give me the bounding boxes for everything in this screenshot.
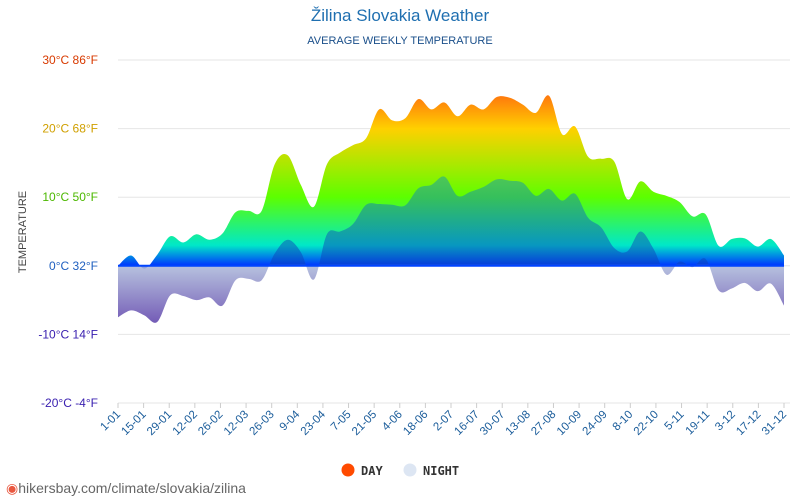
y-tick-label: 0°C 32°F <box>49 259 98 273</box>
x-tick-label: 29-01 <box>145 409 174 438</box>
x-tick-label: 16-07 <box>452 409 481 438</box>
y-axis-label: TEMPERATURE <box>17 191 29 273</box>
x-tick-label: 10-09 <box>555 409 584 438</box>
legend-item-day[interactable]: DAY <box>341 463 384 479</box>
legend-day-label: DAY <box>361 464 383 478</box>
y-tick-label: -20°C -4°F <box>41 396 98 410</box>
x-tick-label: 13-08 <box>504 409 533 438</box>
y-tick-label: 20°C 68°F <box>42 122 98 136</box>
chart-legend: DAY NIGHT <box>341 463 460 479</box>
map-pin-icon: ◉ <box>6 480 19 496</box>
x-tick-label: 27-08 <box>529 409 558 438</box>
x-tick-label: 30-07 <box>478 409 507 438</box>
day-series-area <box>118 95 784 269</box>
y-tick-label: -10°C 14°F <box>38 327 98 341</box>
legend-item-night[interactable]: NIGHT <box>403 463 460 479</box>
x-tick-label: 12-02 <box>171 409 200 438</box>
x-tick-label: 23-04 <box>299 408 329 438</box>
page-subtitle: AVERAGE WEEKLY TEMPERATURE <box>307 35 493 47</box>
x-tick-label: 17-12 <box>734 409 763 438</box>
x-tick-label: 15-01 <box>119 409 148 438</box>
x-tick-label: 26-02 <box>196 409 225 438</box>
y-tick-label: 30°C 86°F <box>42 53 98 67</box>
x-tick-label: 22-10 <box>632 409 661 438</box>
y-axis-ticks: 30°C 86°F 20°C 68°F 10°C 50°F 0°C 32°F -10°C… <box>38 53 98 410</box>
source-text: hikersbay.com/climate/slovakia/zilina <box>18 480 246 496</box>
x-tick-label: 12-03 <box>222 409 251 438</box>
legend-day-swatch <box>341 463 355 477</box>
x-tick-label: 19-11 <box>684 409 713 438</box>
source-link[interactable]: ◉hikersbay.com/climate/slovakia/zilina <box>6 480 246 497</box>
legend-night-label: NIGHT <box>423 464 459 478</box>
y-tick-label: 10°C 50°F <box>42 190 98 204</box>
x-tick-label: 24-09 <box>581 409 610 438</box>
x-tick-label: 26-03 <box>248 409 277 438</box>
page-title: Žilina Slovakia Weather <box>310 6 490 25</box>
legend-night-swatch <box>403 463 417 477</box>
night-series-area <box>118 176 784 323</box>
x-tick-label: 21-05 <box>350 409 379 438</box>
x-tick-label: 31-12 <box>760 409 789 438</box>
x-tick-label: 18-06 <box>401 409 430 438</box>
